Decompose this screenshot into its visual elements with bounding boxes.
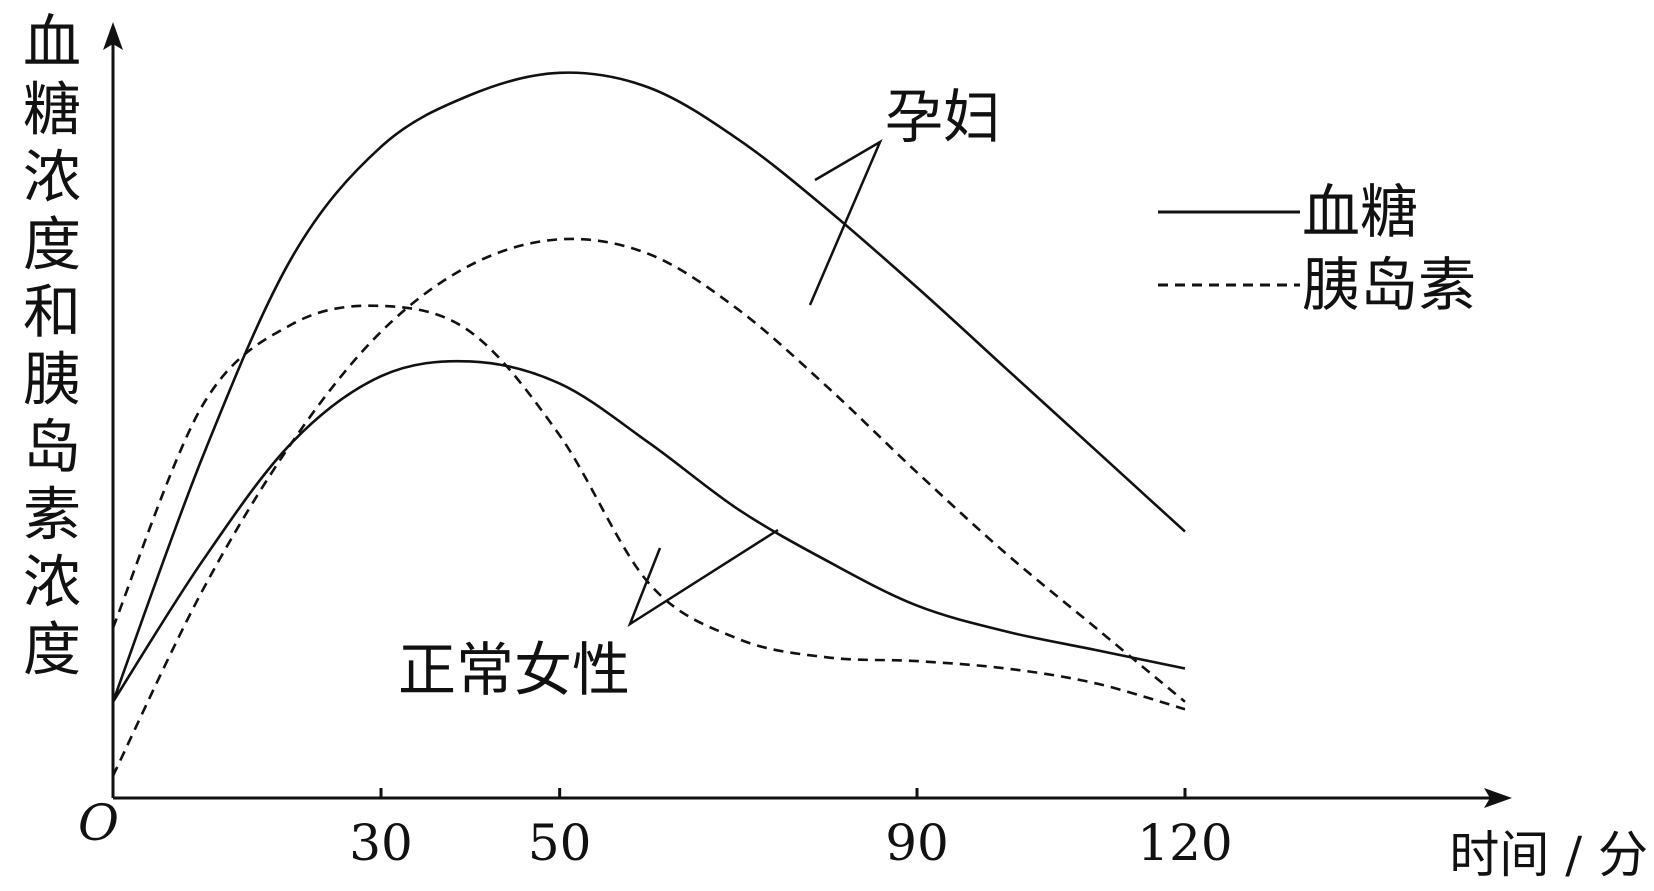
y-axis-label-char: 素 xyxy=(23,481,81,549)
legend-label-insulin: 胰岛素 xyxy=(1302,251,1476,319)
x-tick-label: 120 xyxy=(1137,814,1232,872)
x-axis-label: 时间 / 分 xyxy=(1449,826,1648,884)
x-tick-label: 30 xyxy=(349,814,413,872)
pregnant-label: 孕妇 xyxy=(885,83,1001,151)
normal-pointer xyxy=(627,528,779,628)
x-ticks: 30 50 90 120 xyxy=(349,788,1233,872)
x-tick-label: 90 xyxy=(885,814,949,872)
y-axis-label-char: 和 xyxy=(23,278,81,346)
pregnant-pointer xyxy=(808,139,883,306)
series-line-normal-blood_sugar xyxy=(111,359,1186,703)
y-axis-label-char: 血 xyxy=(23,8,81,76)
series-line-pregnant-blood_sugar xyxy=(111,71,1186,703)
origin-label: O xyxy=(78,794,119,852)
y-axis-label-char: 岛 xyxy=(23,413,81,481)
series-line-pregnant-insulin xyxy=(111,237,1186,777)
series-line-normal-insulin xyxy=(111,304,1186,711)
y-axis-label-char: 度 xyxy=(23,211,81,279)
normal-label: 正常女性 xyxy=(398,636,630,704)
y-axis-arrow-icon xyxy=(103,22,123,50)
y-axis-label-char: 胰 xyxy=(23,346,81,414)
y-axis-label-char: 糖 xyxy=(23,76,81,144)
y-axis-label-char: 浓 xyxy=(23,548,81,616)
legend: 血糖 胰岛素 xyxy=(1158,178,1476,319)
series-layer xyxy=(111,71,1186,777)
x-axis-arrow-icon xyxy=(1484,788,1512,808)
y-axis-label-char: 浓 xyxy=(23,143,81,211)
y-axis-label-char: 度 xyxy=(23,616,81,684)
x-tick-label: 50 xyxy=(528,814,592,872)
legend-label-blood-sugar: 血糖 xyxy=(1302,178,1418,246)
